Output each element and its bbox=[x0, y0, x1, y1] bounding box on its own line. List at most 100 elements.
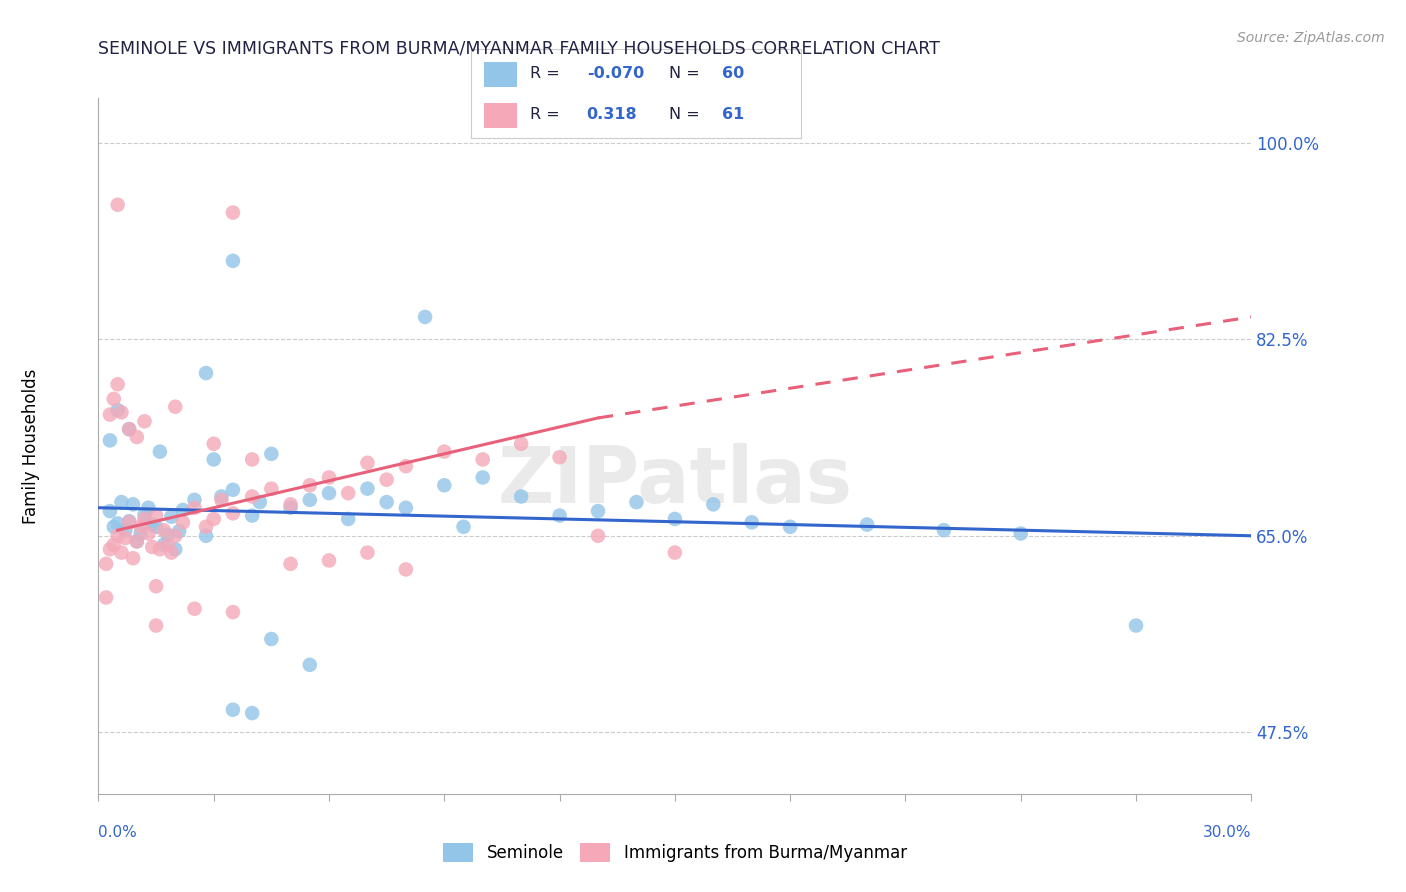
Point bbox=[152, 538, 174, 552]
Point bbox=[222, 253, 245, 268]
Point bbox=[356, 546, 378, 560]
Point bbox=[298, 478, 321, 492]
Point bbox=[318, 470, 340, 484]
Point bbox=[260, 447, 283, 461]
Point bbox=[134, 508, 156, 522]
Point bbox=[741, 516, 763, 530]
Bar bbox=[484, 62, 517, 87]
Text: Source: ZipAtlas.com: Source: ZipAtlas.com bbox=[1237, 31, 1385, 45]
Point bbox=[114, 523, 136, 537]
Point bbox=[98, 542, 121, 557]
Point bbox=[138, 500, 160, 515]
Point bbox=[1125, 618, 1147, 632]
Text: R =: R = bbox=[530, 107, 565, 121]
Point bbox=[202, 452, 225, 467]
Point bbox=[110, 495, 132, 509]
Point bbox=[129, 520, 152, 534]
Point bbox=[114, 531, 136, 545]
Point bbox=[209, 490, 232, 504]
Point bbox=[202, 436, 225, 450]
Point bbox=[395, 500, 418, 515]
Point bbox=[183, 492, 205, 507]
Text: ZIPatlas: ZIPatlas bbox=[498, 442, 852, 519]
Legend: Seminole, Immigrants from Burma/Myanmar: Seminole, Immigrants from Burma/Myanmar bbox=[436, 837, 914, 869]
Point bbox=[167, 524, 190, 539]
Point bbox=[318, 486, 340, 500]
Point bbox=[94, 591, 117, 605]
Point bbox=[260, 482, 283, 496]
Point bbox=[195, 520, 218, 534]
Point bbox=[103, 538, 125, 552]
Point bbox=[932, 523, 955, 537]
Point bbox=[471, 470, 494, 484]
Text: N =: N = bbox=[669, 66, 706, 80]
Point bbox=[626, 495, 648, 509]
Point bbox=[107, 198, 129, 212]
Point bbox=[110, 405, 132, 419]
Point bbox=[118, 514, 141, 528]
Point bbox=[548, 508, 571, 523]
Point bbox=[118, 516, 141, 530]
Point bbox=[298, 657, 321, 672]
Point bbox=[107, 516, 129, 531]
Point bbox=[125, 534, 148, 549]
Point bbox=[165, 400, 187, 414]
Point bbox=[318, 553, 340, 567]
Point bbox=[172, 516, 194, 530]
Point bbox=[118, 422, 141, 436]
Text: 61: 61 bbox=[723, 107, 744, 121]
Point bbox=[510, 436, 533, 450]
Point bbox=[222, 205, 245, 219]
Point bbox=[280, 500, 302, 515]
Text: Family Households: Family Households bbox=[22, 368, 39, 524]
Point bbox=[856, 517, 879, 532]
Bar bbox=[484, 103, 517, 128]
Point bbox=[149, 444, 172, 458]
Point bbox=[165, 529, 187, 543]
Point bbox=[125, 534, 148, 549]
Point bbox=[98, 408, 121, 422]
Point bbox=[433, 478, 456, 492]
Point bbox=[160, 546, 183, 560]
Point bbox=[94, 557, 117, 571]
Point bbox=[260, 632, 283, 646]
Point bbox=[202, 512, 225, 526]
Text: 30.0%: 30.0% bbox=[1204, 825, 1251, 840]
Point bbox=[280, 557, 302, 571]
Point bbox=[222, 483, 245, 497]
Point bbox=[156, 538, 179, 552]
Point bbox=[586, 504, 609, 518]
Point bbox=[98, 434, 121, 448]
Point bbox=[129, 526, 152, 541]
Point bbox=[149, 542, 172, 557]
Text: SEMINOLE VS IMMIGRANTS FROM BURMA/MYANMAR FAMILY HOUSEHOLDS CORRELATION CHART: SEMINOLE VS IMMIGRANTS FROM BURMA/MYANMA… bbox=[98, 40, 941, 58]
Point bbox=[107, 403, 129, 417]
Point bbox=[356, 456, 378, 470]
Point bbox=[145, 618, 167, 632]
Point bbox=[471, 452, 494, 467]
Point bbox=[433, 444, 456, 458]
Point bbox=[510, 490, 533, 504]
Text: 0.318: 0.318 bbox=[586, 107, 637, 121]
Point bbox=[240, 508, 263, 523]
Point bbox=[337, 512, 360, 526]
Point bbox=[413, 310, 436, 324]
Point bbox=[145, 579, 167, 593]
Point bbox=[156, 527, 179, 541]
Point bbox=[1010, 526, 1032, 541]
Point bbox=[172, 503, 194, 517]
Point bbox=[209, 492, 232, 507]
Point bbox=[222, 703, 245, 717]
Point bbox=[664, 512, 686, 526]
Point bbox=[395, 562, 418, 576]
Point bbox=[702, 497, 724, 511]
Point bbox=[145, 520, 167, 534]
Point bbox=[453, 520, 475, 534]
Point bbox=[110, 546, 132, 560]
Point bbox=[152, 523, 174, 537]
Text: N =: N = bbox=[669, 107, 706, 121]
Point bbox=[125, 430, 148, 444]
Point bbox=[375, 473, 398, 487]
Point bbox=[240, 706, 263, 720]
Point bbox=[103, 392, 125, 406]
